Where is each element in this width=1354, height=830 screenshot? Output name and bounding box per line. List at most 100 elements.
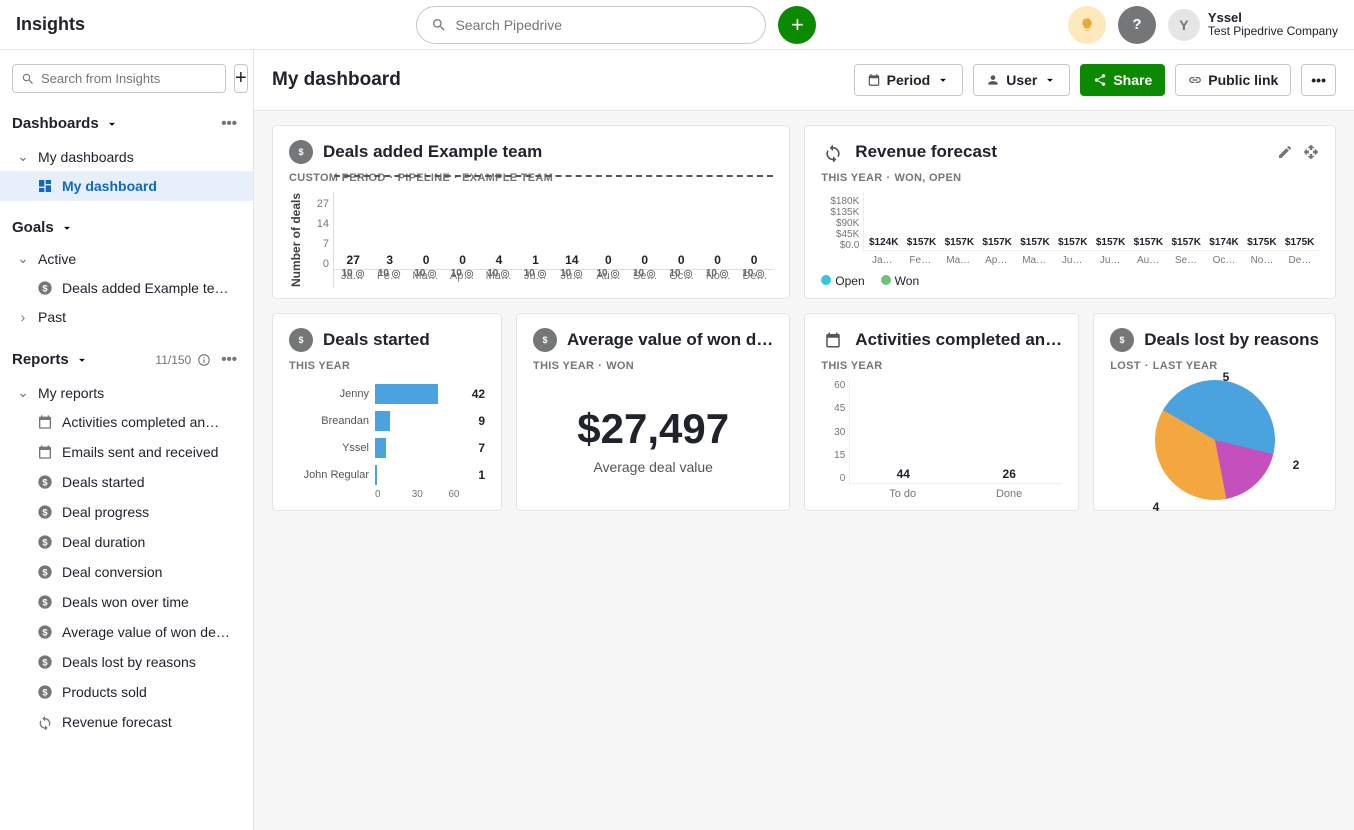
dashboards-group[interactable]: ⌄ My dashboards	[0, 142, 253, 171]
sidebar-item-report[interactable]: Activities completed an…	[0, 407, 253, 437]
goals-active[interactable]: ⌄Active	[0, 244, 253, 273]
sidebar-item-report[interactable]: $Deals lost by reasons	[0, 647, 253, 677]
svg-text:$: $	[298, 147, 303, 157]
forecast-icon	[821, 140, 845, 164]
svg-text:$: $	[42, 283, 48, 293]
share-icon	[1093, 73, 1107, 87]
svg-text:$: $	[543, 335, 548, 345]
forecast-icon	[36, 713, 54, 731]
global-search[interactable]	[416, 6, 766, 44]
svg-text:$: $	[42, 657, 48, 667]
goals-past[interactable]: ›Past	[0, 303, 253, 331]
card-revenue-forecast: Revenue forecast THIS YEAR·WON, OPEN $18…	[804, 125, 1336, 299]
svg-text:$: $	[42, 597, 48, 607]
dollar-icon: $	[36, 279, 54, 297]
dashboards-more[interactable]: •••	[217, 113, 241, 134]
card-subtitle: THIS YEAR	[289, 360, 485, 372]
dollar-icon: $	[36, 473, 54, 491]
sidebar-item-goal[interactable]: $Deals added Example te…	[0, 273, 253, 303]
calendar-icon	[36, 443, 54, 461]
chevron-down-icon	[936, 73, 950, 87]
global-add-button[interactable]: +	[778, 6, 816, 44]
card-deals-started: $ Deals started THIS YEAR Jenny42Breanda…	[272, 313, 502, 511]
dollar-icon: $	[36, 563, 54, 581]
sidebar-item-report[interactable]: $Average value of won de…	[0, 617, 253, 647]
chevron-down-icon	[105, 117, 119, 131]
sidebar-add-button[interactable]: +	[234, 64, 248, 93]
sidebar-item-dashboard[interactable]: My dashboard	[0, 171, 253, 201]
user-icon	[986, 73, 1000, 87]
dollar-icon: $	[36, 593, 54, 611]
sidebar-item-report[interactable]: $Deal duration	[0, 527, 253, 557]
card-subtitle: THIS YEAR·WON, OPEN	[821, 172, 1319, 184]
section-dashboards[interactable]: Dashboards •••	[0, 105, 253, 142]
sidebar-item-report[interactable]: $Deal conversion	[0, 557, 253, 587]
search-icon	[431, 17, 447, 33]
link-icon	[1188, 73, 1202, 87]
svg-text:$: $	[1120, 335, 1125, 345]
dollar-icon: $	[533, 328, 557, 352]
calendar-icon	[867, 73, 881, 87]
dollar-icon: $	[289, 140, 313, 164]
period-button[interactable]: Period	[854, 64, 964, 96]
svg-text:$: $	[42, 537, 48, 547]
reports-count: 11/150	[155, 353, 191, 367]
deals-added-chart: Number of deals 271470 27103100100104101…	[289, 192, 773, 288]
public-link-button[interactable]: Public link	[1175, 64, 1291, 96]
more-button[interactable]: •••	[1301, 64, 1336, 96]
sidebar-search-input[interactable]	[41, 71, 217, 86]
bulb-icon	[1079, 17, 1095, 33]
dollar-icon: $	[36, 623, 54, 641]
dashboard-icon	[36, 177, 54, 195]
sidebar-item-report[interactable]: $Products sold	[0, 677, 253, 707]
card-activities: Activities completed an… THIS YEAR 60453…	[804, 313, 1079, 511]
move-icon[interactable]	[1303, 144, 1319, 160]
card-subtitle: LOST·LAST YEAR	[1110, 360, 1319, 372]
svg-text:$: $	[42, 627, 48, 637]
card-subtitle: THIS YEAR·WON	[533, 360, 773, 372]
main-header: My dashboard Period User Share Public li…	[254, 50, 1354, 111]
info-icon[interactable]	[197, 353, 211, 367]
section-reports[interactable]: Reports 11/150 •••	[0, 341, 253, 378]
user-menu[interactable]: Y Yssel Test Pipedrive Company	[1168, 9, 1338, 41]
sidebar-item-report[interactable]: $Deal progress	[0, 497, 253, 527]
dollar-icon: $	[36, 683, 54, 701]
dollar-icon: $	[1110, 328, 1134, 352]
search-icon	[21, 72, 35, 86]
app-title: Insights	[16, 14, 85, 35]
chevron-down-icon	[1043, 73, 1057, 87]
svg-text:$: $	[298, 335, 303, 345]
calendar-icon	[36, 413, 54, 431]
revenue-chart: $180K$135K$90K$45K$0.0 $124K$157K$157K$1…	[821, 192, 1319, 288]
dollar-icon: $	[36, 503, 54, 521]
card-deals-lost: $ Deals lost by reasons LOST·LAST YEAR 5…	[1093, 313, 1336, 511]
dollar-icon: $	[36, 533, 54, 551]
svg-text:$: $	[42, 477, 48, 487]
sidebar-item-report[interactable]: $Deals won over time	[0, 587, 253, 617]
share-button[interactable]: Share	[1080, 64, 1165, 96]
sidebar-item-report[interactable]: $Deals started	[0, 467, 253, 497]
section-goals[interactable]: Goals	[0, 211, 253, 244]
dollar-icon: $	[36, 653, 54, 671]
activities-chart: 604530150 4426 To doDone	[821, 380, 1062, 500]
global-search-wrap	[416, 6, 766, 44]
main: My dashboard Period User Share Public li…	[254, 50, 1354, 830]
global-search-input[interactable]	[455, 17, 751, 33]
help-button[interactable]: ?	[1118, 6, 1156, 44]
calendar-icon	[821, 328, 845, 352]
sidebar-search[interactable]	[12, 64, 226, 93]
avatar: Y	[1168, 9, 1200, 41]
reports-more[interactable]: •••	[217, 349, 241, 370]
reports-group[interactable]: ⌄My reports	[0, 378, 253, 407]
sidebar-item-report[interactable]: Emails sent and received	[0, 437, 253, 467]
svg-text:$: $	[42, 507, 48, 517]
card-avg-value: $ Average value of won d… THIS YEAR·WON …	[516, 313, 790, 511]
avg-value-number: $27,497 Average deal value	[533, 380, 773, 500]
card-deals-added: $ Deals added Example team CUSTOM PERIOD…	[272, 125, 790, 299]
edit-icon[interactable]	[1277, 144, 1293, 160]
chevron-down-icon	[60, 221, 74, 235]
user-button[interactable]: User	[973, 64, 1070, 96]
tips-button[interactable]	[1068, 6, 1106, 44]
sidebar-item-report[interactable]: Revenue forecast	[0, 707, 253, 737]
svg-text:$: $	[42, 687, 48, 697]
